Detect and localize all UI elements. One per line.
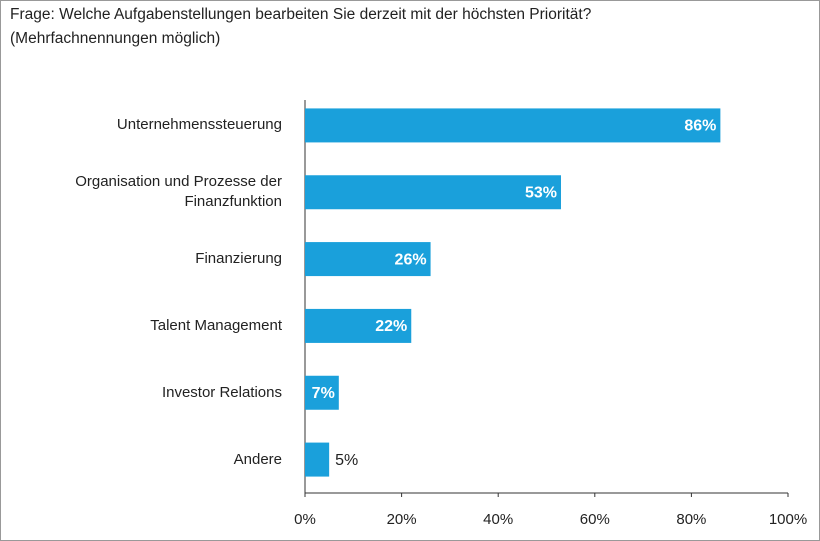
x-tick-label: 0% bbox=[294, 511, 316, 528]
y-tick-label: Investor Relations bbox=[161, 383, 282, 401]
chart-subtitle: (Mehrfachnennungen möglich) bbox=[10, 30, 221, 47]
bar bbox=[305, 442, 330, 477]
value-label: 86% bbox=[684, 118, 716, 135]
bar bbox=[305, 108, 721, 143]
x-tick-label: 80% bbox=[676, 511, 706, 528]
value-label: 26% bbox=[395, 251, 427, 268]
bar bbox=[305, 242, 431, 277]
bar bbox=[305, 175, 561, 210]
y-tick-label: Talent Management bbox=[150, 316, 282, 334]
y-tick-label: Organisation und Prozesse der Finanzfunk… bbox=[75, 173, 282, 211]
y-tick-label: Finanzierung bbox=[195, 250, 282, 268]
chart-title: Frage: Welche Aufgabenstellungen bearbei… bbox=[10, 6, 592, 23]
bar bbox=[305, 308, 412, 343]
value-label: 22% bbox=[375, 318, 407, 335]
y-tick-label: Andere bbox=[233, 450, 282, 468]
value-label: 5% bbox=[335, 452, 358, 469]
bar bbox=[305, 375, 339, 410]
x-tick-label: 40% bbox=[483, 511, 513, 528]
x-tick-label: 20% bbox=[387, 511, 417, 528]
x-tick-label: 100% bbox=[769, 511, 807, 528]
y-tick-label: Unternehmenssteuerung bbox=[116, 116, 282, 134]
x-tick-label: 60% bbox=[580, 511, 610, 528]
value-label: 53% bbox=[525, 184, 557, 201]
value-label: 7% bbox=[312, 385, 335, 402]
